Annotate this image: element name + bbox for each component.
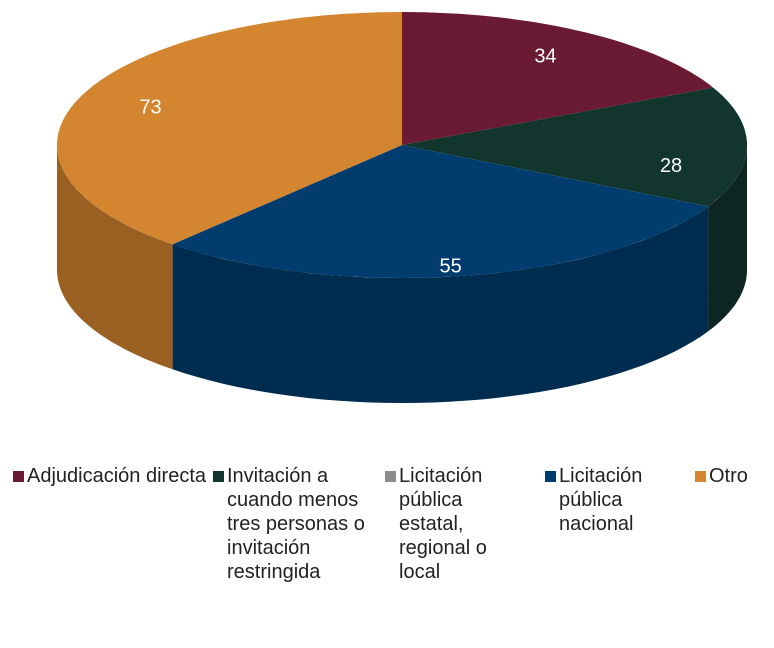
legend-label: Adjudicación directa [27,465,206,487]
data-label: 28 [660,155,682,177]
pie: 34 28 55 73 [57,12,747,403]
legend-label: Licitación pública nacional [559,465,643,535]
pie-slice [402,12,714,145]
pie-side [57,145,173,370]
pie-side [708,145,747,332]
legend-item: Licitación pública nacional [545,464,684,536]
legend-swatch [213,471,224,482]
pie-slice [57,12,402,245]
legend-swatch [385,471,396,482]
legend-item: Licitación pública estatal, regional o l… [385,464,529,584]
data-label: 34 [534,46,556,68]
legend-item: Otro [695,464,774,488]
legend-swatch [13,471,24,482]
pie-slice [172,145,709,278]
legend-swatch [695,471,706,482]
pie-slice [402,87,747,207]
legend-item: Invitación a cuando menos tres personas … [213,464,377,584]
legend-item: Adjudicación directa [13,464,207,488]
legend-label: Invitación a cuando menos tres personas … [227,465,365,583]
legend-swatch [545,471,556,482]
pie-side [172,206,709,403]
legend-label: Otro [709,465,748,487]
data-label: 55 [440,255,462,277]
legend-label: Licitación pública estatal, regional o l… [399,465,487,583]
data-label: 73 [139,96,161,118]
